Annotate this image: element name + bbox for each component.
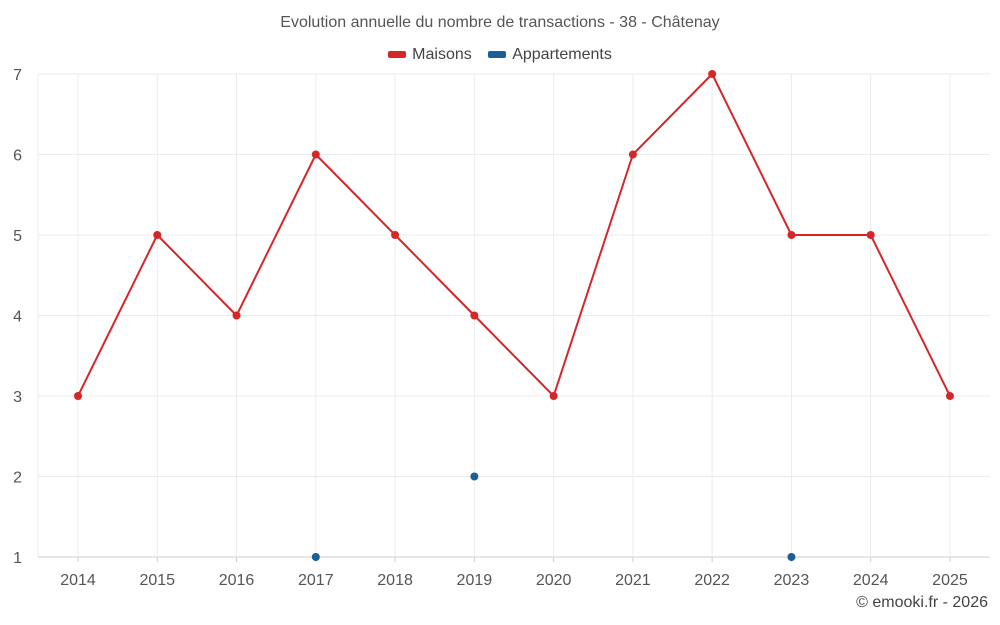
legend-label-appartements: Appartements bbox=[512, 45, 612, 63]
legend-swatch-maisons bbox=[388, 51, 407, 58]
legend-swatch-appartements bbox=[488, 51, 507, 58]
y-tick-label: 5 bbox=[13, 228, 22, 245]
x-tick-label: 2024 bbox=[853, 572, 889, 589]
x-tick-label: 2022 bbox=[694, 572, 730, 589]
data-point-appartements bbox=[787, 553, 796, 561]
x-tick-label: 2020 bbox=[536, 572, 572, 589]
x-tick-label: 2019 bbox=[457, 572, 493, 589]
legend-item-appartements[interactable]: Appartements bbox=[488, 46, 612, 64]
credit-text: © emooki.fr - 2026 bbox=[856, 594, 988, 611]
x-tick-label: 2016 bbox=[219, 572, 255, 589]
data-point-maisons bbox=[74, 392, 82, 400]
data-point-maisons bbox=[391, 231, 400, 239]
y-tick-label: 7 bbox=[13, 67, 22, 84]
data-point-maisons bbox=[866, 231, 875, 239]
data-point-maisons bbox=[153, 231, 162, 239]
legend-label-maisons: Maisons bbox=[412, 45, 472, 63]
data-point-appartements bbox=[311, 553, 320, 561]
x-tick-label: 2021 bbox=[615, 572, 651, 589]
x-tick-label: 2017 bbox=[298, 572, 334, 589]
chart-title: Evolution annuelle du nombre de transact… bbox=[280, 14, 720, 31]
data-point-maisons bbox=[311, 150, 320, 159]
x-tick-label: 2015 bbox=[139, 572, 175, 589]
y-tick-label: 2 bbox=[13, 470, 22, 487]
data-point-maisons bbox=[549, 392, 558, 400]
axes: 1 2 3 4 5 6 7 2014 2015 2016 2017 2018 2019 2020 2021 2… bbox=[13, 67, 968, 589]
y-tick-label: 6 bbox=[13, 148, 22, 165]
data-point-appartements bbox=[470, 472, 479, 481]
data-point-maisons bbox=[470, 311, 479, 320]
legend-item-maisons[interactable]: Maisons bbox=[388, 46, 472, 64]
x-tick-label: 2023 bbox=[774, 572, 810, 589]
y-tick-label: 4 bbox=[13, 309, 22, 326]
data-point-maisons bbox=[708, 70, 717, 78]
data-point-maisons bbox=[787, 231, 796, 239]
x-tick-label: 2014 bbox=[60, 572, 96, 589]
series-layer bbox=[74, 70, 954, 561]
data-point-maisons bbox=[232, 311, 241, 320]
x-tick-label: 2025 bbox=[932, 572, 968, 589]
series-line-maisons bbox=[77, 73, 951, 397]
grid bbox=[38, 73, 990, 558]
y-tick-label: 1 bbox=[13, 550, 22, 567]
y-tick-label: 3 bbox=[13, 389, 22, 406]
data-point-maisons bbox=[628, 150, 637, 159]
data-point-maisons bbox=[945, 392, 954, 400]
legend: Maisons Appartements bbox=[0, 45, 1000, 64]
x-tick-label: 2018 bbox=[377, 572, 413, 589]
